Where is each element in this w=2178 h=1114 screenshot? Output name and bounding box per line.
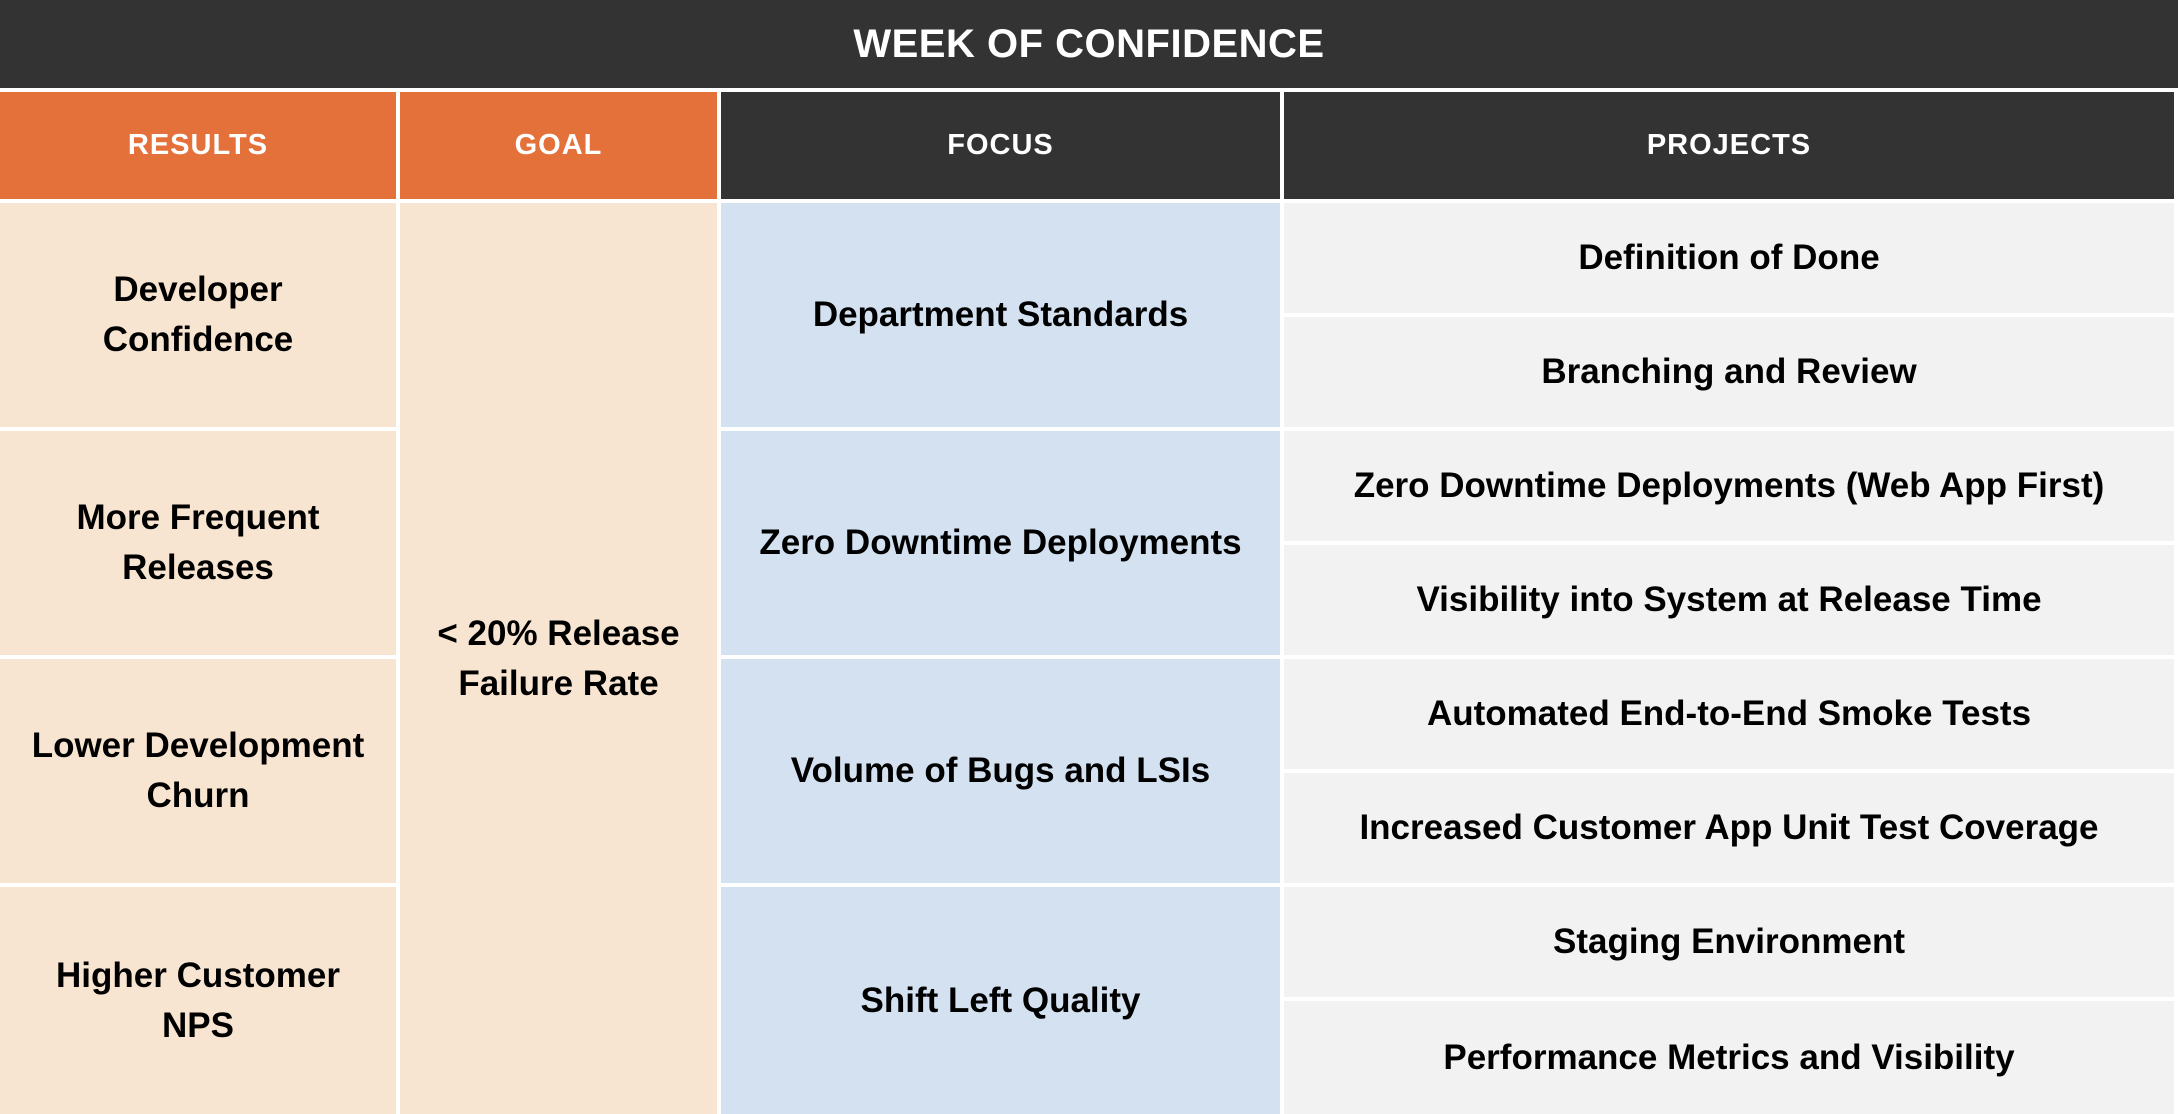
header-focus: FOCUS — [721, 92, 1280, 199]
project-cell: Automated End-to-End Smoke Tests — [1284, 659, 2174, 769]
project-cell: Staging Environment — [1284, 887, 2174, 997]
project-cell: Performance Metrics and Visibility — [1284, 1001, 2174, 1114]
project-cell: Branching and Review — [1284, 317, 2174, 427]
result-cell: Developer Confidence — [0, 203, 396, 427]
project-cell: Zero Downtime Deployments (Web App First… — [1284, 431, 2174, 541]
diagram-title: WEEK OF CONFIDENCE — [0, 0, 2178, 88]
focus-cell: Department Standards — [721, 203, 1280, 427]
project-cell: Visibility into System at Release Time — [1284, 545, 2174, 655]
header-projects: PROJECTS — [1284, 92, 2174, 199]
result-label: Higher Customer NPS — [56, 955, 340, 1045]
header-goal: GOAL — [400, 92, 717, 199]
result-label: Lower Development Churn — [31, 726, 365, 815]
result-cell: Higher Customer NPS — [0, 887, 396, 1114]
result-cell: More Frequent Releases — [0, 431, 396, 655]
focus-cell: Shift Left Quality — [721, 887, 1280, 1114]
project-cell: Increased Customer App Unit Test Coverag… — [1284, 773, 2174, 883]
header-results: RESULTS — [0, 92, 396, 199]
result-label: Developer Confidence — [102, 270, 294, 359]
goal-cell: < 20% Release Failure Rate — [400, 203, 717, 1114]
focus-cell: Volume of Bugs and LSIs — [721, 659, 1280, 883]
result-cell: Lower Development Churn — [0, 659, 396, 883]
focus-cell: Zero Downtime Deployments — [721, 431, 1280, 655]
project-cell: Definition of Done — [1284, 203, 2174, 313]
goal-label: < 20% Release Failure Rate — [437, 613, 680, 703]
result-label: More Frequent Releases — [76, 498, 320, 587]
